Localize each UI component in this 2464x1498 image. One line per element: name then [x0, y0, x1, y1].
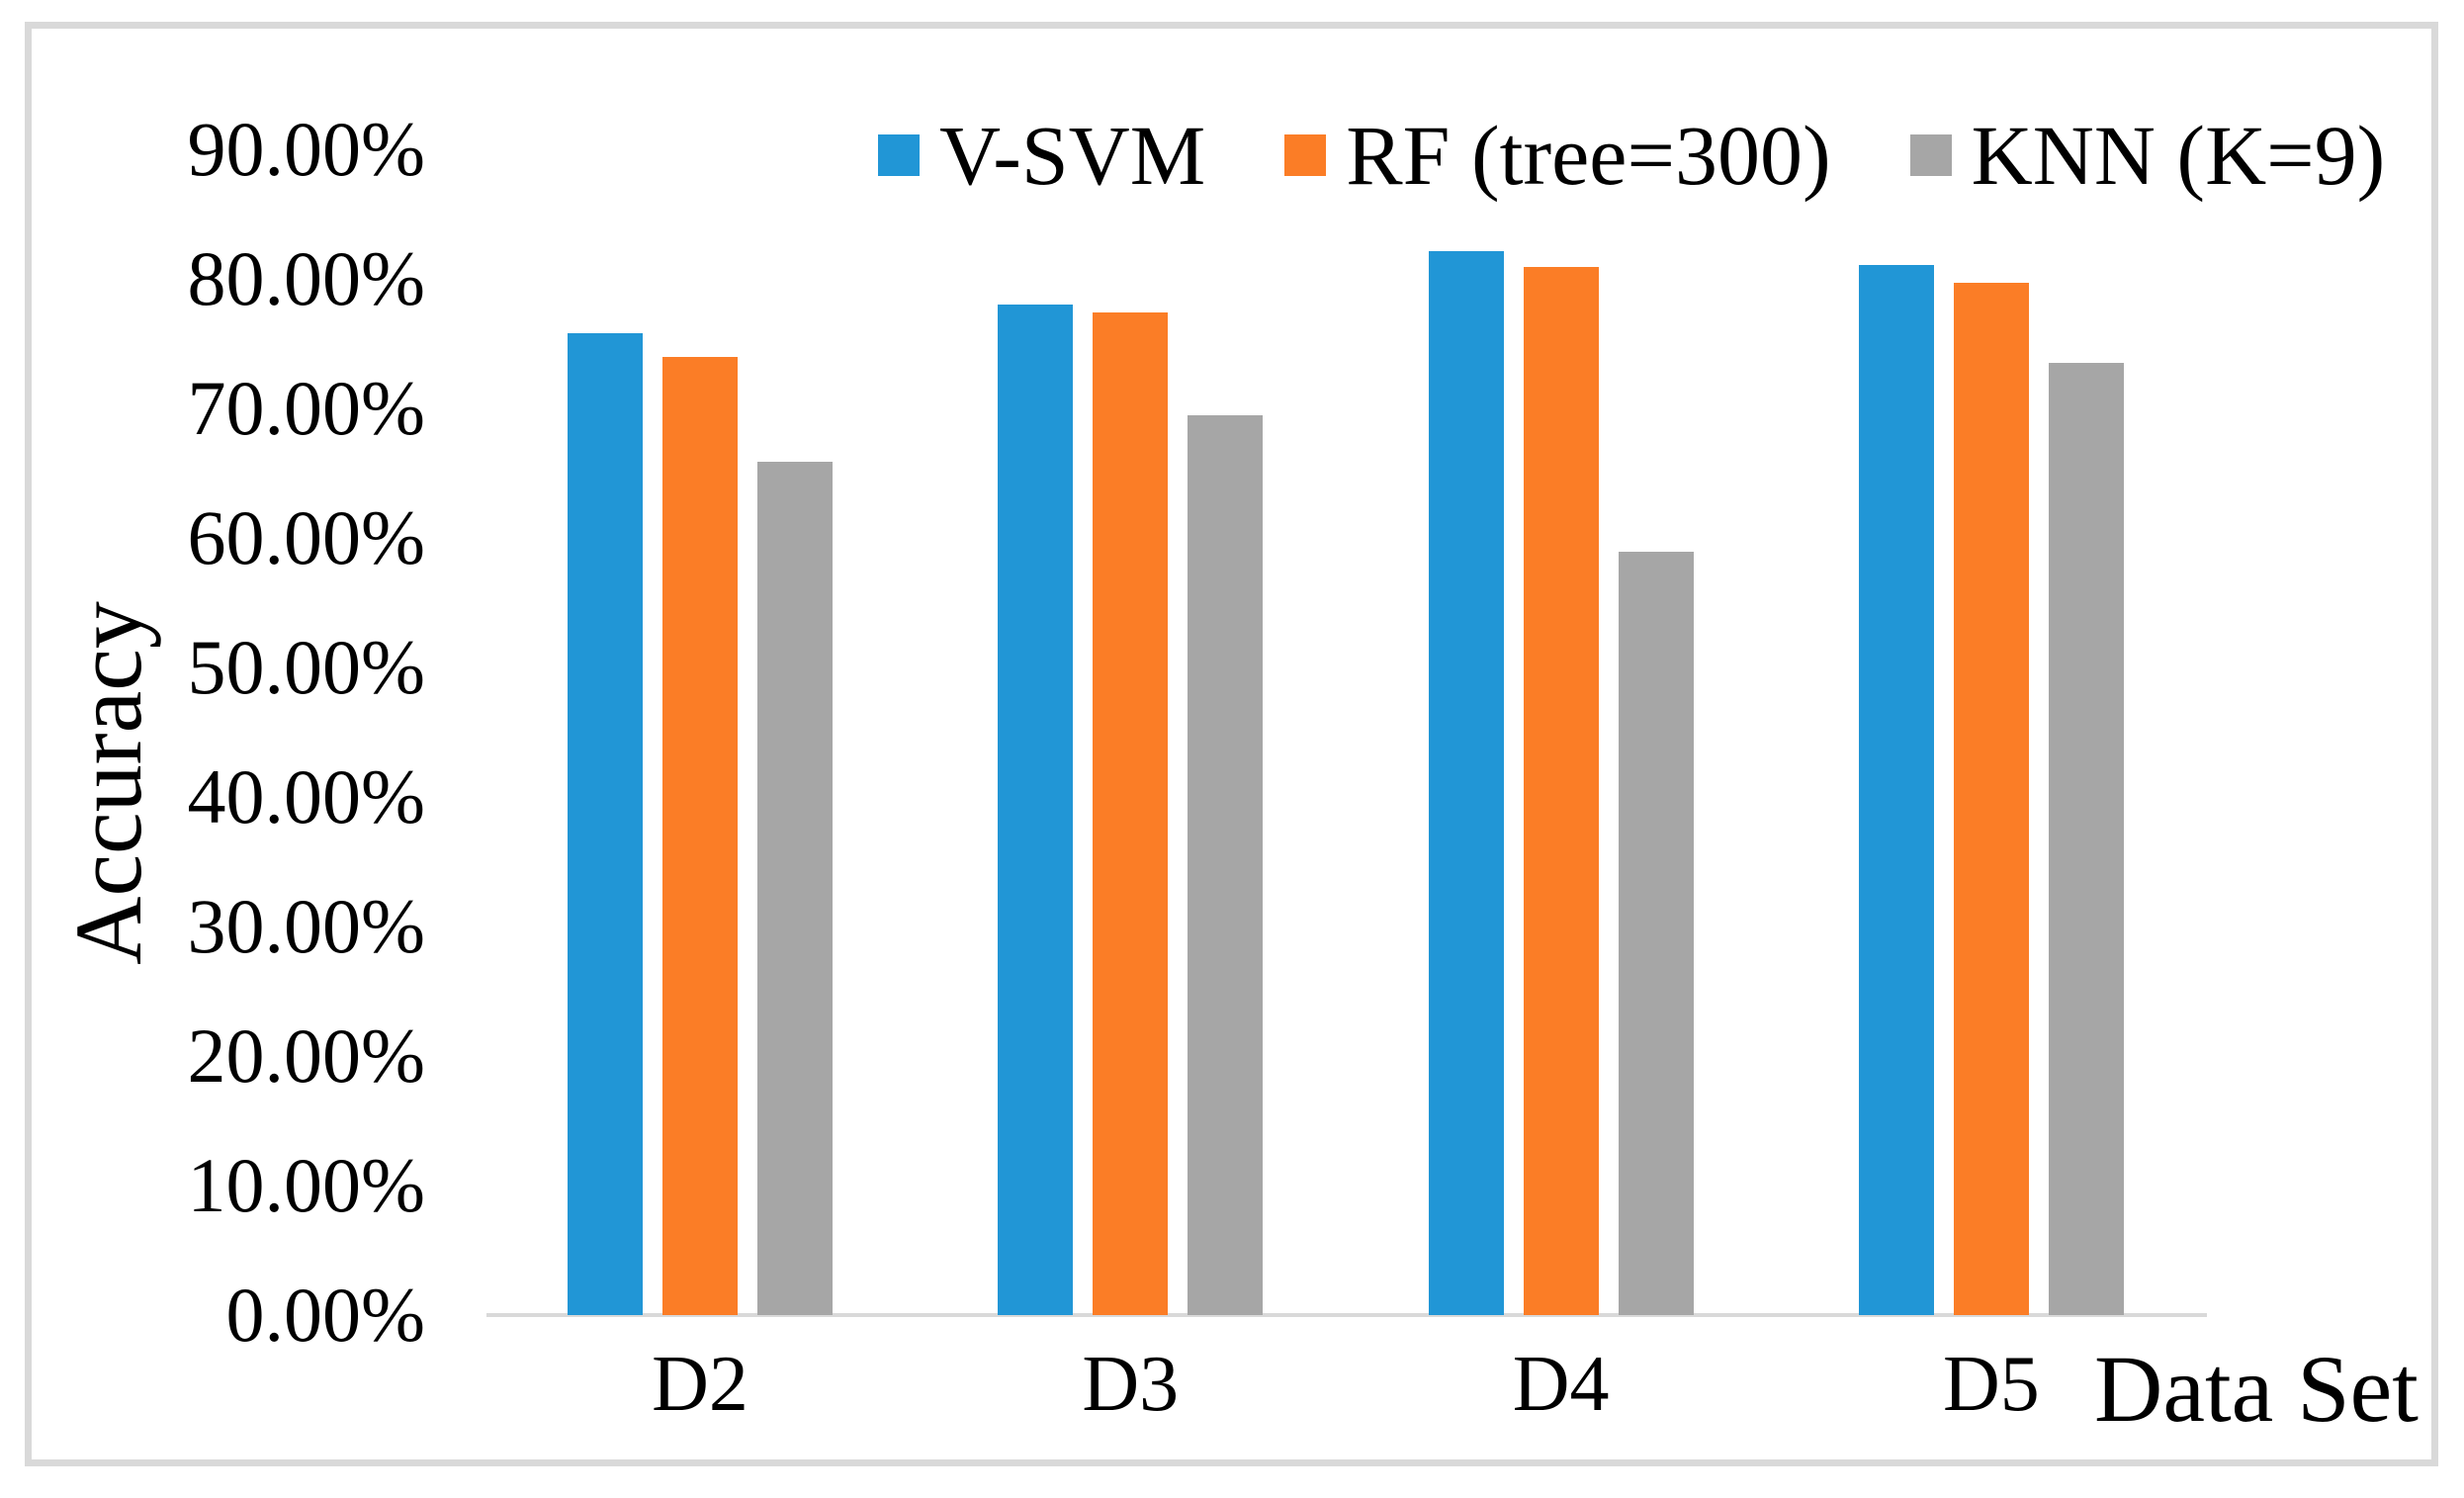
legend-swatch-icon	[1909, 134, 1952, 176]
y-tick-label: 20.00%	[187, 1013, 425, 1099]
y-tick-label: 0.00%	[225, 1272, 425, 1358]
bar-D2-series-2	[662, 356, 738, 1315]
bar-D4-series-2	[1523, 267, 1599, 1315]
x-axis-title: Data Set	[2094, 1336, 2419, 1442]
x-category-label: D4	[1512, 1341, 1610, 1428]
bar-D3-series-3	[1188, 414, 1264, 1315]
y-tick-label: 30.00%	[187, 883, 425, 969]
legend-item: V-SVM	[878, 111, 1205, 200]
bar-D4-series-3	[1618, 552, 1694, 1315]
y-tick-label: 60.00%	[187, 494, 425, 580]
y-tick-label: 50.00%	[187, 624, 425, 710]
y-tick-label: 40.00%	[187, 753, 425, 839]
bar-D5-series-2	[1953, 282, 2029, 1315]
bar-D4-series-1	[1428, 251, 1504, 1315]
x-category-label: D5	[1943, 1341, 2040, 1428]
legend: V-SVM RF (tree=300) KNN (K=9)	[878, 111, 2385, 200]
y-tick-label: 70.00%	[187, 365, 425, 451]
legend-label: RF (tree=300)	[1346, 108, 1831, 203]
legend-item: RF (tree=300)	[1284, 108, 1831, 203]
y-tick-label: 90.00%	[187, 106, 425, 192]
bar-D3-series-2	[1093, 312, 1169, 1315]
legend-item: KNN (K=9)	[1909, 108, 2386, 203]
legend-label: KNN (K=9)	[1971, 108, 2386, 203]
legend-swatch-icon	[1284, 134, 1327, 176]
bar-D5-series-3	[2048, 363, 2124, 1315]
x-category-label: D3	[1082, 1341, 1180, 1428]
y-tick-label: 10.00%	[187, 1142, 425, 1228]
bar-D2-series-3	[757, 461, 833, 1315]
x-category-label: D2	[652, 1341, 748, 1428]
x-axis-line	[486, 1313, 2207, 1317]
legend-swatch-icon	[878, 134, 920, 176]
bar-D3-series-1	[998, 305, 1074, 1315]
bar-D2-series-1	[568, 333, 643, 1315]
y-tick-label: 80.00%	[187, 235, 425, 321]
legend-label: V-SVM	[939, 108, 1206, 203]
bar-D5-series-1	[1858, 264, 1934, 1315]
